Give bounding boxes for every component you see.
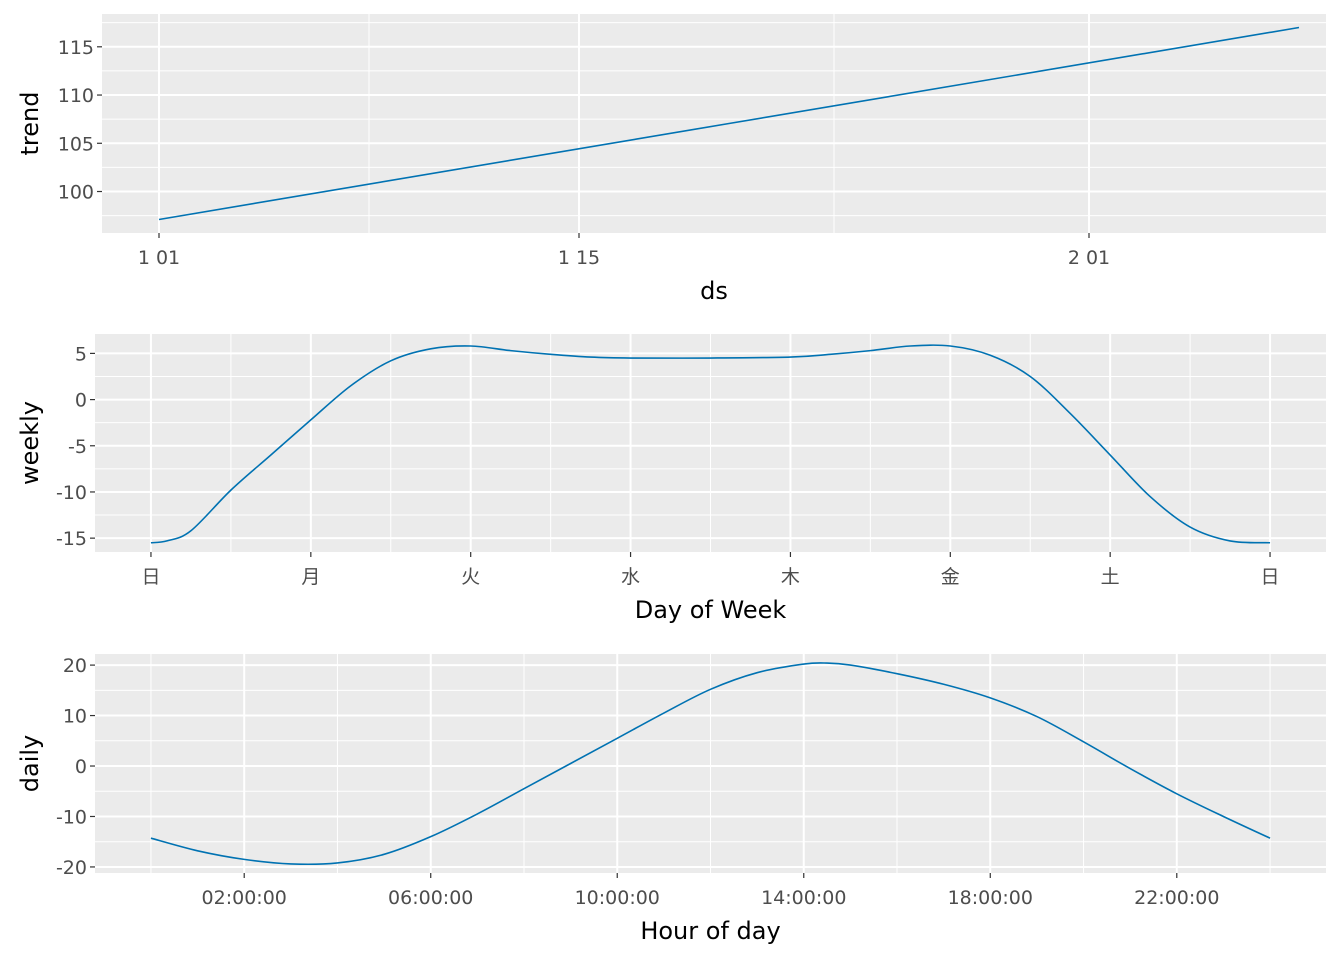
trend-panel: 100 105 110 115 1 01 1 15 2 01 ds trend bbox=[16, 14, 1326, 305]
daily-y-tick-label: -10 bbox=[56, 806, 87, 828]
trend-series-line bbox=[158, 26, 1300, 221]
weekly-y-axis-title: weekly bbox=[16, 401, 44, 485]
daily-x-tick-label: 02:00:00 bbox=[202, 887, 287, 909]
daily-y-tick-label: -20 bbox=[56, 857, 87, 879]
daily-x-tick-label: 22:00:00 bbox=[1134, 887, 1219, 909]
weekly-x-tick-label: 土 bbox=[1101, 566, 1120, 588]
trend-x-tick-label: 2 01 bbox=[1068, 247, 1110, 269]
weekly-x-tick-label: 水 bbox=[621, 566, 640, 588]
daily-y-axis-title: daily bbox=[16, 735, 44, 792]
trend-x-tick-label: 1 15 bbox=[558, 247, 600, 269]
trend-y-axis-title: trend bbox=[16, 92, 44, 156]
weekly-y-tick-label: -15 bbox=[56, 528, 87, 550]
weekly-panel: -15 -10 -5 0 5 日 月 火 水 木 金 土 日 Day of Week weekly bbox=[16, 334, 1326, 624]
trend-y-tick-label: 115 bbox=[58, 37, 94, 59]
trend-x-tick-label: 1 01 bbox=[138, 247, 180, 269]
daily-x-tick-label: 14:00:00 bbox=[761, 887, 846, 909]
weekly-x-tick-label: 金 bbox=[941, 566, 960, 588]
weekly-x-tick-label: 日 bbox=[141, 566, 160, 588]
weekly-x-tick-label: 火 bbox=[461, 566, 480, 588]
daily-x-axis-title: Hour of day bbox=[640, 917, 780, 945]
daily-series-line bbox=[150, 662, 1271, 866]
daily-y-tick-label: 0 bbox=[75, 756, 87, 778]
weekly-x-axis-title: Day of Week bbox=[635, 596, 787, 624]
daily-x-tick-label: 18:00:00 bbox=[948, 887, 1033, 909]
weekly-y-tick-label: -5 bbox=[68, 436, 87, 458]
weekly-y-tick-label: 0 bbox=[75, 390, 87, 412]
daily-x-tick-label: 10:00:00 bbox=[575, 887, 660, 909]
weekly-x-tick-label: 日 bbox=[1261, 566, 1280, 588]
weekly-series-line bbox=[150, 344, 1271, 544]
trend-x-axis-title: ds bbox=[700, 277, 728, 305]
daily-y-tick-label: 10 bbox=[63, 706, 87, 728]
daily-y-tick-label: 20 bbox=[63, 655, 87, 677]
trend-y-tick-label: 100 bbox=[58, 182, 94, 204]
weekly-x-tick-label: 月 bbox=[301, 566, 320, 588]
trend-y-tick-label: 110 bbox=[58, 85, 94, 107]
weekly-x-tick-label: 木 bbox=[781, 566, 800, 588]
trend-panel-background bbox=[102, 14, 1326, 233]
trend-y-tick-label: 105 bbox=[58, 133, 94, 155]
weekly-y-tick-label: -10 bbox=[56, 482, 87, 504]
daily-panel: -20 -10 0 10 20 02:00:00 06:00:00 10:00:00 14:00… bbox=[16, 654, 1326, 945]
daily-x-tick-label: 06:00:00 bbox=[388, 887, 473, 909]
weekly-y-tick-label: 5 bbox=[75, 343, 87, 365]
